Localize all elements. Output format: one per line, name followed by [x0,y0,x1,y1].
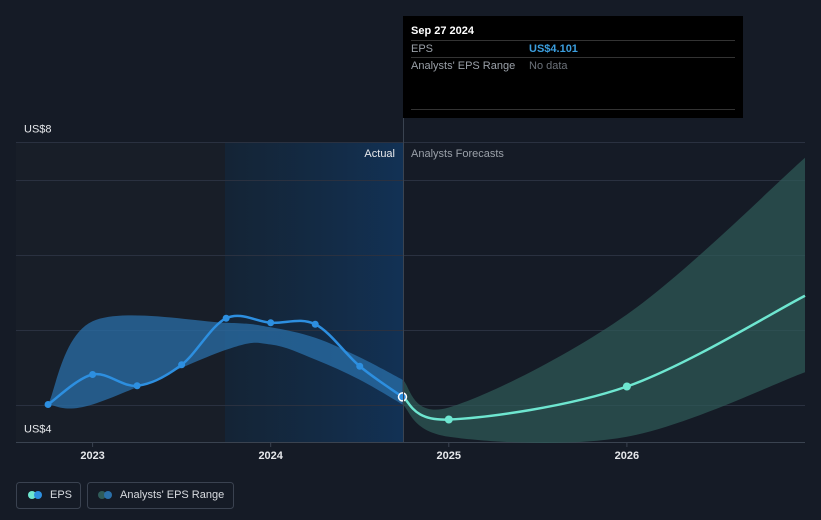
eps-point [267,319,275,327]
y-tick-label: US$4 [24,423,52,435]
tooltip: Sep 27 2024 EPS US$4.101 Analysts' EPS R… [403,16,743,118]
plot: 2023 2024 2025 2026 [16,142,806,462]
y-tick-label: US$8 [24,123,52,135]
actual-label: Actual [364,148,395,160]
tooltip-value: No data [529,60,568,72]
x-tick-label: 2023 [80,450,104,462]
x-tick-label: 2025 [437,450,461,462]
tooltip-box [403,16,743,118]
forecast-point [622,382,631,391]
past-background [16,142,225,442]
eps-point [44,401,52,408]
legend-icon [98,491,106,499]
eps-point [311,320,319,328]
forecast-point [444,415,453,424]
range-band [402,157,805,443]
eps-point [89,371,97,378]
eps-point [356,362,364,370]
eps-line [401,294,806,421]
forecast-label: Analysts Forecasts [411,148,504,160]
eps-point [222,314,230,322]
eps-point [178,361,186,369]
x-tick-label: 2026 [615,450,639,462]
legend-label: EPS [50,489,72,501]
legend-label: Analysts' EPS Range [120,489,224,501]
legend: EPS Analysts' EPS Range [16,482,234,509]
x-tick-label: 2024 [258,450,283,462]
tooltip-label: EPS [411,43,433,55]
legend-icon [34,491,42,499]
recent-highlight [225,142,403,442]
tooltip-label: Analysts' EPS Range [411,60,515,72]
tooltip-date: Sep 27 2024 [411,25,475,37]
eps-point [397,392,408,402]
tooltip-value: US$4.101 [529,43,578,55]
legend-button[interactable] [16,482,81,509]
legend-icon [104,491,112,499]
eps-point [133,382,141,390]
legend-button[interactable] [87,482,234,509]
legend-icon [28,491,36,499]
